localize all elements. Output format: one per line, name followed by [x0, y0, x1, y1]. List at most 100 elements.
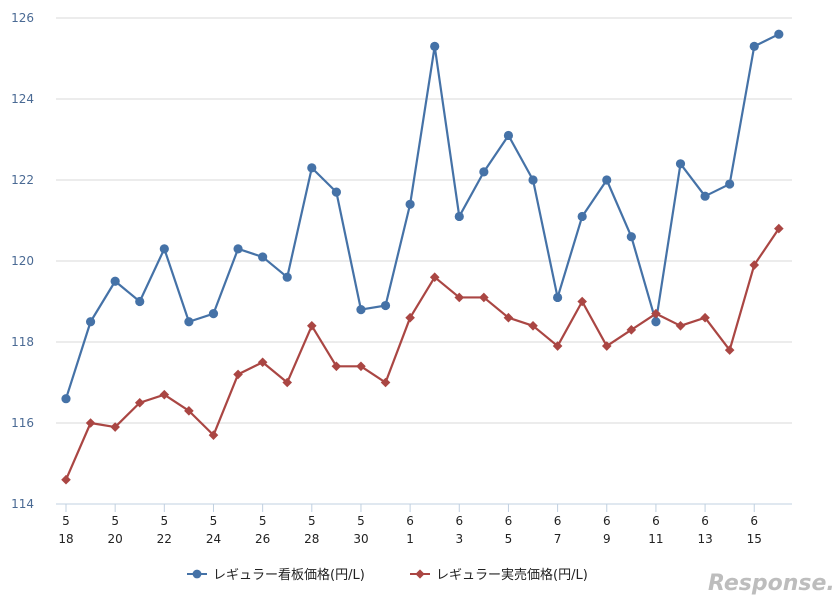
x-tick-day-label: 26 [255, 532, 270, 546]
gridlines [56, 17, 792, 424]
legend-marker-diamond-icon [415, 569, 425, 579]
data-point-series-1 [380, 300, 391, 311]
y-tick-label: 120 [11, 254, 34, 268]
data-point-series-2 [233, 369, 243, 380]
data-point-series-2 [651, 308, 661, 319]
data-point-series-2 [356, 361, 366, 372]
x-tick-day-label: 15 [747, 532, 762, 546]
data-point-series-1 [553, 292, 563, 303]
data-point-series-1 [135, 296, 145, 307]
legend-marker-circle-icon [192, 569, 202, 579]
legend-item-1[interactable]: レギュラー看板価格(円/L) [187, 567, 365, 583]
data-point-series-2 [61, 474, 71, 485]
x-tick-day-label: 18 [58, 532, 73, 546]
watermark-logo: Response. [708, 571, 835, 596]
data-point-series-2 [380, 377, 391, 388]
data-point-series-1 [282, 272, 292, 282]
data-point-series-1 [651, 317, 661, 327]
x-tick-day-label: 13 [697, 532, 712, 546]
x-tick-day-label: 9 [603, 532, 611, 546]
y-tick-label: 122 [11, 173, 34, 187]
x-tick-day-label: 5 [505, 532, 513, 546]
data-point-series-1 [479, 167, 489, 177]
data-point-series-1 [159, 244, 169, 254]
data-point-series-1 [577, 211, 587, 222]
x-tick-month-label: 6 [750, 514, 758, 528]
y-tick-label: 124 [11, 92, 34, 106]
data-point-series-2 [159, 389, 170, 400]
data-point-series-1 [749, 41, 759, 51]
data-point-series-2 [429, 272, 440, 282]
data-point-series-2 [749, 260, 760, 270]
data-point-series-2 [626, 325, 637, 335]
data-point-series-2 [774, 223, 784, 234]
legend[interactable]: レギュラー看板価格(円/L) レギュラー実売価格(円/L) [187, 567, 588, 583]
x-tick-month-label: 5 [308, 514, 316, 528]
x-tick-month-label: 6 [554, 514, 562, 528]
data-point-series-1 [700, 191, 710, 201]
data-point-series-2 [577, 296, 587, 307]
legend-label: レギュラー実売価格(円/L) [436, 567, 588, 583]
axes: 1141161181201221241265185205225245265285… [11, 11, 792, 546]
data-point-series-1 [528, 175, 538, 185]
x-tick-month-label: 5 [160, 514, 168, 528]
data-point-series-2 [331, 361, 342, 372]
x-tick-day-label: 22 [157, 532, 172, 546]
data-point-series-2 [405, 312, 415, 323]
x-tick-day-label: 20 [108, 532, 123, 546]
data-point-series-1 [85, 317, 96, 327]
data-point-series-2 [307, 321, 317, 331]
series-layer [61, 29, 784, 485]
data-point-series-1 [331, 187, 341, 197]
data-point-series-2 [454, 292, 465, 303]
data-point-series-1 [356, 305, 366, 315]
data-point-series-1 [208, 309, 219, 319]
data-point-series-2 [184, 406, 194, 416]
y-tick-label: 116 [11, 416, 34, 430]
data-point-series-2 [601, 341, 612, 351]
x-tick-month-label: 5 [210, 514, 218, 528]
data-point-series-1 [602, 175, 612, 185]
x-tick-month-label: 6 [652, 514, 660, 528]
x-tick-month-label: 6 [603, 514, 611, 528]
x-tick-month-label: 5 [111, 514, 119, 528]
data-point-series-2 [503, 312, 514, 323]
series-line-1 [64, 33, 780, 400]
x-tick-day-label: 3 [455, 532, 463, 546]
x-tick-day-label: 30 [353, 532, 368, 546]
x-tick-month-label: 6 [701, 514, 709, 528]
data-point-series-1 [258, 252, 268, 262]
x-tick-month-label: 5 [62, 514, 70, 528]
data-point-series-1 [307, 163, 317, 173]
x-tick-day-label: 11 [648, 532, 663, 546]
data-point-series-1 [626, 232, 636, 242]
data-point-series-1 [725, 179, 735, 189]
x-tick-day-label: 24 [206, 532, 221, 546]
x-tick-month-label: 6 [505, 514, 513, 528]
legend-item-2[interactable]: レギュラー実売価格(円/L) [410, 567, 588, 583]
data-point-series-2 [479, 292, 489, 303]
data-point-series-1 [61, 394, 71, 404]
y-tick-label: 126 [11, 11, 34, 25]
data-point-series-2 [675, 321, 686, 331]
data-point-series-1 [503, 130, 514, 141]
data-point-series-2 [134, 397, 145, 408]
x-tick-month-label: 5 [259, 514, 267, 528]
x-tick-day-label: 1 [406, 532, 414, 546]
x-tick-month-label: 6 [406, 514, 414, 528]
x-tick-day-label: 7 [554, 532, 562, 546]
data-point-series-1 [454, 211, 464, 222]
data-point-series-1 [184, 317, 194, 327]
data-point-series-1 [405, 199, 415, 209]
data-point-series-2 [85, 418, 96, 428]
y-tick-label: 114 [11, 497, 34, 511]
x-tick-day-label: 28 [304, 532, 319, 546]
series-line-2 [64, 227, 780, 481]
y-tick-label: 118 [11, 335, 34, 349]
data-point-series-1 [675, 159, 686, 169]
data-point-series-2 [110, 422, 120, 432]
data-point-series-2 [257, 357, 268, 368]
data-point-series-1 [233, 244, 243, 254]
data-point-series-2 [552, 341, 563, 351]
